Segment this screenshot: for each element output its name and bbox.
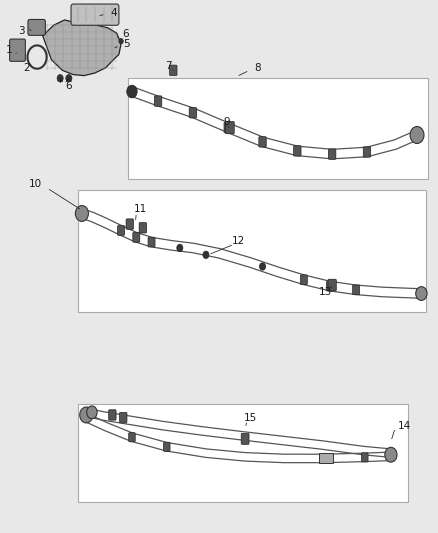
FancyBboxPatch shape	[361, 453, 368, 462]
FancyBboxPatch shape	[154, 96, 162, 106]
Circle shape	[57, 75, 63, 82]
Text: 10: 10	[28, 179, 42, 189]
Text: 4: 4	[110, 8, 117, 18]
FancyBboxPatch shape	[328, 149, 336, 159]
Circle shape	[410, 126, 424, 143]
Text: 1: 1	[6, 45, 12, 55]
FancyBboxPatch shape	[126, 219, 134, 229]
Text: 14: 14	[397, 421, 411, 431]
Text: 15: 15	[244, 413, 257, 423]
Polygon shape	[43, 20, 121, 76]
FancyBboxPatch shape	[78, 190, 426, 312]
Text: 9: 9	[223, 117, 230, 127]
Circle shape	[66, 75, 72, 82]
FancyBboxPatch shape	[133, 232, 140, 242]
FancyBboxPatch shape	[241, 433, 249, 445]
FancyBboxPatch shape	[293, 146, 301, 156]
Text: 11: 11	[134, 204, 147, 214]
FancyBboxPatch shape	[78, 405, 408, 503]
Text: 3: 3	[18, 26, 25, 36]
FancyBboxPatch shape	[129, 433, 135, 442]
Text: 6: 6	[122, 29, 129, 39]
FancyBboxPatch shape	[320, 454, 327, 463]
FancyBboxPatch shape	[148, 237, 155, 247]
FancyBboxPatch shape	[117, 225, 124, 236]
FancyBboxPatch shape	[259, 136, 266, 147]
Circle shape	[75, 206, 88, 221]
FancyBboxPatch shape	[363, 147, 371, 157]
FancyBboxPatch shape	[109, 410, 116, 420]
Circle shape	[203, 251, 209, 259]
FancyBboxPatch shape	[319, 453, 332, 463]
Circle shape	[177, 244, 183, 252]
Circle shape	[259, 263, 265, 270]
FancyBboxPatch shape	[226, 122, 234, 134]
FancyBboxPatch shape	[139, 223, 147, 233]
FancyBboxPatch shape	[300, 275, 307, 285]
FancyBboxPatch shape	[127, 78, 428, 179]
Circle shape	[80, 407, 93, 423]
Text: 5: 5	[123, 39, 130, 49]
FancyBboxPatch shape	[224, 123, 231, 133]
FancyBboxPatch shape	[71, 4, 119, 25]
FancyBboxPatch shape	[170, 65, 177, 76]
Circle shape	[385, 447, 397, 462]
Text: 6: 6	[65, 81, 72, 91]
Circle shape	[127, 85, 137, 98]
Text: 13: 13	[319, 287, 332, 297]
Circle shape	[416, 287, 427, 301]
Text: 12: 12	[232, 236, 245, 246]
FancyBboxPatch shape	[189, 108, 197, 118]
Text: 2: 2	[23, 63, 30, 72]
FancyBboxPatch shape	[10, 39, 25, 61]
FancyBboxPatch shape	[163, 442, 170, 451]
FancyBboxPatch shape	[328, 279, 336, 291]
Circle shape	[119, 38, 123, 44]
FancyBboxPatch shape	[28, 19, 46, 35]
FancyBboxPatch shape	[353, 285, 360, 295]
Circle shape	[87, 406, 97, 419]
Text: 7: 7	[165, 61, 172, 71]
Text: 8: 8	[254, 63, 261, 73]
FancyBboxPatch shape	[326, 281, 333, 291]
FancyBboxPatch shape	[120, 413, 127, 423]
